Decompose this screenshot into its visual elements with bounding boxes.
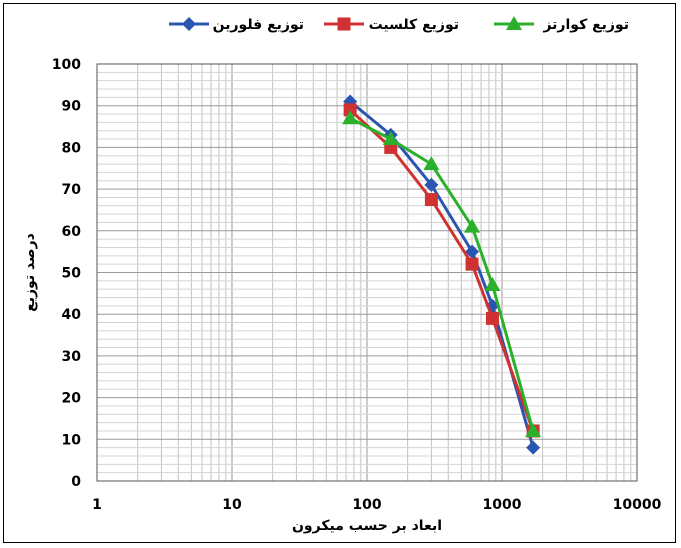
- data-point: [382, 131, 399, 146]
- legend-swatch-marker: [182, 17, 196, 31]
- x-axis-title: ابعاد بر حسب میکرون: [292, 518, 442, 534]
- x-tick-label: 10000: [613, 497, 662, 513]
- series-line: [349, 100, 535, 449]
- series-layer: [342, 94, 542, 455]
- data-point: [464, 218, 481, 233]
- data-point: [484, 277, 501, 292]
- data-point: [343, 103, 357, 117]
- series-line: [349, 116, 535, 432]
- data-point: [485, 311, 499, 325]
- y-axis-title: درصد توزیع: [22, 233, 38, 312]
- y-tick-label: 90: [62, 99, 82, 115]
- x-tick-label: 10: [222, 497, 242, 513]
- legend-label: توزیع کوارتز: [542, 17, 629, 33]
- data-point: [424, 193, 438, 207]
- series-square: [343, 103, 540, 438]
- grid-layer: [96, 63, 637, 482]
- data-point: [465, 244, 480, 259]
- data-point: [342, 110, 359, 125]
- y-tick-label: 70: [62, 182, 82, 198]
- legend-item: توزیع کلسیت: [324, 17, 459, 33]
- series-diamond: [343, 94, 541, 455]
- y-tick-label: 80: [62, 140, 82, 156]
- y-tick-label: 0: [71, 474, 81, 490]
- series-line: [349, 108, 535, 432]
- data-point: [525, 422, 542, 437]
- data-point: [526, 440, 541, 455]
- data-point: [424, 177, 439, 192]
- legend-item: توزیع کوارتز: [494, 16, 629, 33]
- legend-swatch-marker: [337, 17, 351, 31]
- x-tick-label: 1: [92, 497, 102, 513]
- y-tick-label: 20: [62, 391, 82, 407]
- legend-label: توزیع فلورین: [213, 17, 304, 33]
- legend-label: توزیع کلسیت: [369, 17, 459, 33]
- plot-area-border: [96, 63, 638, 482]
- data-point: [423, 156, 440, 171]
- x-tick-label: 1000: [483, 497, 522, 513]
- y-tick-label: 30: [62, 349, 82, 365]
- y-tick-label: 100: [52, 57, 81, 73]
- y-tick-label: 60: [62, 224, 82, 240]
- data-point: [465, 257, 479, 271]
- legend: توزیع کوارتز توزیع کلسیت توزیع فلورین: [169, 16, 629, 33]
- y-tick-label: 40: [62, 307, 82, 323]
- y-tick-label: 10: [62, 432, 82, 448]
- series-triangle: [342, 110, 542, 437]
- y-tick-label: 50: [62, 266, 82, 282]
- legend-item: توزیع فلورین: [169, 17, 304, 33]
- legend-swatch-marker: [506, 16, 522, 30]
- chart-frame: 0 10 20 30 40 50 60 70 80 90 100 1 10 100 1000 10000 تو…: [3, 3, 676, 543]
- x-tick-label: 100: [352, 497, 381, 513]
